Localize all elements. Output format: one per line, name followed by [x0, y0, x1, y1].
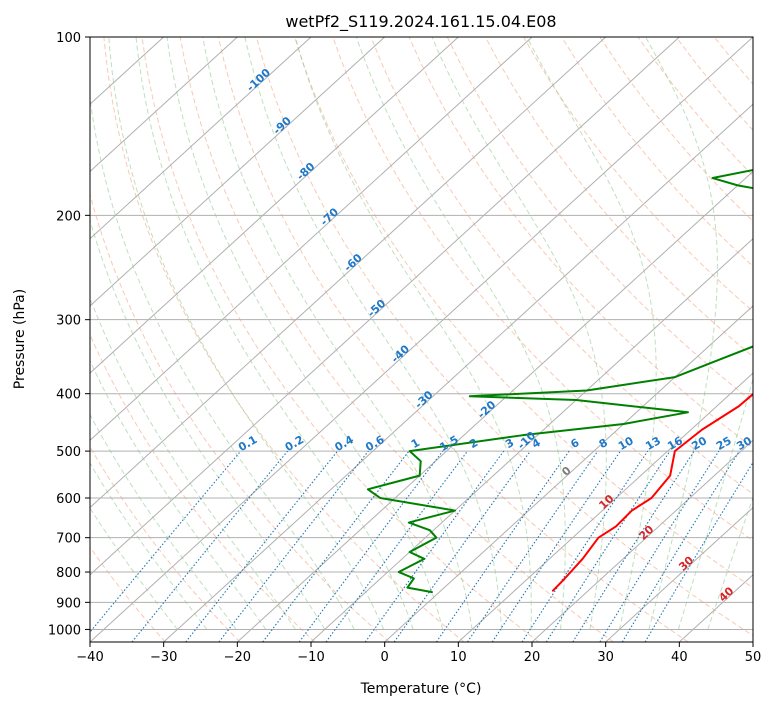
- moist-adiabat-line: [431, 37, 607, 630]
- moist-adiabat-line: [707, 496, 753, 630]
- moist-adiabat-line: [90, 218, 326, 630]
- mixing-ratio-line: [298, 450, 444, 642]
- moist-adiabat-line: [90, 413, 237, 630]
- isotherm-line: [90, 37, 607, 509]
- moist-adiabat-line: [90, 359, 267, 630]
- dry-adiabat-line: [217, 37, 689, 642]
- mixing-ratio-line: [545, 450, 671, 642]
- dry-adiabat-line: [103, 37, 465, 642]
- x-tick-label: 40: [671, 650, 688, 665]
- y-tick-label: 1000: [48, 623, 81, 638]
- mixing-ratio-line: [572, 450, 695, 642]
- dry-adiabat-line: [179, 37, 614, 642]
- x-tick-label: −30: [150, 650, 177, 665]
- plot-frame: [89, 36, 754, 643]
- x-tick-label: 20: [524, 650, 541, 665]
- moist-adiabat-line: [90, 462, 208, 630]
- dry-adiabat-line: [90, 445, 241, 642]
- x-tick-label: 30: [597, 650, 614, 665]
- dewpoint-profile-line: [366, 168, 753, 594]
- isotherm-line: [531, 439, 753, 642]
- isotherm-line: [90, 37, 680, 576]
- mixing-ratio-line: [364, 450, 505, 642]
- isotherm-line: [90, 37, 312, 240]
- moist-adiabat-line: [90, 94, 355, 630]
- x-tick-label: −10: [297, 650, 324, 665]
- moist-adiabat-line: [526, 37, 657, 630]
- x-tick-label: 50: [745, 650, 762, 665]
- dry-adiabat-line: [294, 37, 753, 589]
- isotherm-line: [90, 37, 533, 442]
- isotherm-line: [605, 506, 753, 642]
- x-tick-label: 10: [450, 650, 467, 665]
- mixing-ratio-line: [491, 450, 621, 642]
- mixing-ratio-line: [393, 450, 531, 642]
- data-layer: [366, 168, 753, 594]
- y-tick-label: 700: [56, 532, 81, 547]
- y-tick-label: 600: [56, 492, 81, 507]
- dry-adiabat-line: [90, 333, 316, 642]
- y-tick-label: 200: [56, 209, 81, 224]
- y-tick-label: 300: [56, 314, 81, 329]
- axis-layer: −40 −30 −20 −10 0 10 20 30 40 50 100 200 300 400 500 60…: [48, 31, 761, 665]
- y-tick-label: 800: [56, 566, 81, 581]
- chart-title: wetPf2_S119.2024.161.15.04.E08: [285, 12, 556, 32]
- mixing-ratio-line: [325, 450, 468, 642]
- moist-adiabat-line: [645, 37, 718, 630]
- mixing-ratio-line: [599, 450, 720, 642]
- x-tick-label: −40: [76, 650, 103, 665]
- isotherm-line: [310, 237, 753, 642]
- dry-adiabat-line: [523, 37, 753, 313]
- isotherm-line: [90, 37, 386, 307]
- y-tick-label: 900: [56, 596, 81, 611]
- y-tick-label: 500: [56, 445, 81, 460]
- mixing-ratio-line: [521, 450, 649, 642]
- moist-adiabat-line: [90, 507, 178, 630]
- x-tick-label: −20: [224, 650, 251, 665]
- isotherm-line: [384, 305, 753, 642]
- moist-adiabat-line: [166, 37, 444, 630]
- isotherm-line: [90, 37, 753, 642]
- y-axis-label: Pressure (hPa): [12, 289, 28, 389]
- dry-adiabat-line: [446, 37, 753, 403]
- mixing-ratio-line: [131, 450, 289, 642]
- dry-adiabat-line: [141, 37, 540, 642]
- isotherm-line: [90, 37, 459, 374]
- dry-adiabat-line: [370, 37, 753, 495]
- isotherm-line: [90, 37, 238, 173]
- moist-adiabat-line: [90, 296, 296, 630]
- moist-adiabat-line: [244, 37, 503, 630]
- x-axis-label: Temperature (°C): [360, 681, 482, 697]
- mixing-ratio-line: [218, 450, 369, 642]
- temperature-profile-line: [551, 392, 753, 592]
- mixing-ratio-line: [644, 461, 753, 642]
- moist-adiabat-line: [108, 37, 385, 630]
- isotherm-line: [457, 372, 753, 642]
- y-tick-label: 100: [56, 31, 81, 46]
- mixing-ratio-line: [621, 450, 740, 642]
- x-tick-label: 0: [381, 650, 389, 665]
- moist-adiabat-line: [677, 377, 753, 630]
- moist-adiabat-line: [135, 37, 414, 630]
- isotherm-line: [236, 170, 753, 642]
- moist-adiabat-line: [294, 37, 532, 630]
- y-tick-label: 400: [56, 388, 81, 403]
- mixing-ratio-line: [467, 450, 599, 642]
- isotherm-line: [163, 103, 753, 642]
- mixing-ratio-line: [435, 450, 570, 642]
- grid-layer: [90, 37, 753, 642]
- moist-adiabat-line: [355, 37, 566, 630]
